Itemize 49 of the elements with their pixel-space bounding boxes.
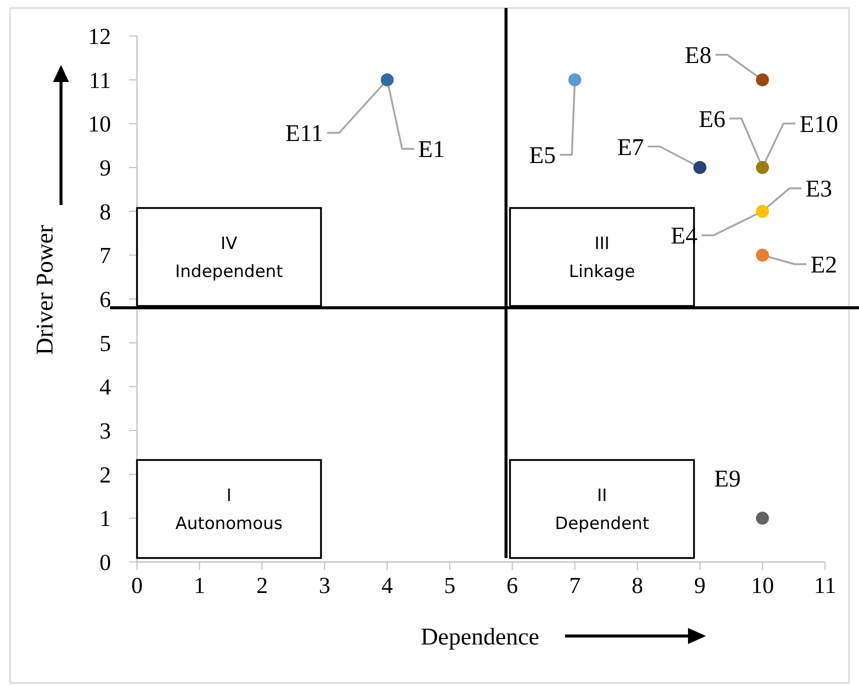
x-tick-label: 0 bbox=[131, 573, 143, 598]
annotation: E10 bbox=[799, 112, 838, 138]
x-tick-label: 6 bbox=[506, 573, 518, 598]
point bbox=[756, 512, 769, 525]
annotation: E2 bbox=[810, 252, 838, 279]
y-tick-label: 5 bbox=[100, 330, 111, 356]
y-tick-label: 4 bbox=[100, 374, 112, 400]
x-tick-label: 2 bbox=[256, 573, 268, 598]
x-tick-label: 1 bbox=[194, 573, 206, 598]
x-axis-title: Dependence bbox=[420, 624, 540, 650]
x-tick-label: 4 bbox=[381, 573, 394, 598]
annotation: II Dependent bbox=[554, 486, 650, 534]
annotation: III Linkage bbox=[568, 234, 636, 282]
annotation: E8 bbox=[684, 43, 712, 70]
annotation: E6 bbox=[698, 106, 726, 133]
y-tick-label: 9 bbox=[100, 156, 111, 181]
x-tick-label: 8 bbox=[632, 573, 644, 598]
y-tick-label: 10 bbox=[88, 112, 111, 137]
x-tick-label: 3 bbox=[318, 573, 330, 598]
y-tick-label: 3 bbox=[100, 418, 111, 444]
y-tick-label: 2 bbox=[100, 462, 111, 488]
y-tick-label: 7 bbox=[100, 243, 111, 268]
annotation: E7 bbox=[617, 134, 644, 161]
x-tick-label: 11 bbox=[814, 573, 836, 598]
annotation: E5 bbox=[529, 143, 556, 170]
y-tick-label: 11 bbox=[88, 68, 111, 93]
annotation: E1 bbox=[418, 137, 445, 164]
y-tick-label: 12 bbox=[88, 24, 111, 50]
point bbox=[756, 204, 769, 218]
x-tick-label: 9 bbox=[694, 573, 706, 598]
x-tick-label: 7 bbox=[569, 573, 581, 598]
y-tick-label: 8 bbox=[100, 199, 111, 224]
y-tick-label: 1 bbox=[100, 506, 111, 532]
annotation: E11 bbox=[285, 121, 324, 148]
point bbox=[756, 161, 769, 174]
point bbox=[756, 73, 769, 86]
annotation: IV Independent bbox=[175, 234, 284, 282]
y-tick-label: 0 bbox=[100, 550, 111, 576]
annotation: E3 bbox=[805, 176, 832, 203]
point bbox=[380, 73, 394, 86]
point bbox=[693, 161, 706, 174]
annotation: E9 bbox=[714, 466, 741, 493]
x-tick-label: 10 bbox=[750, 573, 774, 598]
point bbox=[568, 73, 582, 86]
annotation: I Autonomous bbox=[175, 486, 283, 534]
point bbox=[756, 248, 769, 262]
y-axis-title: Driver Power bbox=[32, 225, 58, 355]
y-tick-label: 6 bbox=[100, 287, 111, 312]
x-tick-label: 5 bbox=[444, 573, 456, 598]
